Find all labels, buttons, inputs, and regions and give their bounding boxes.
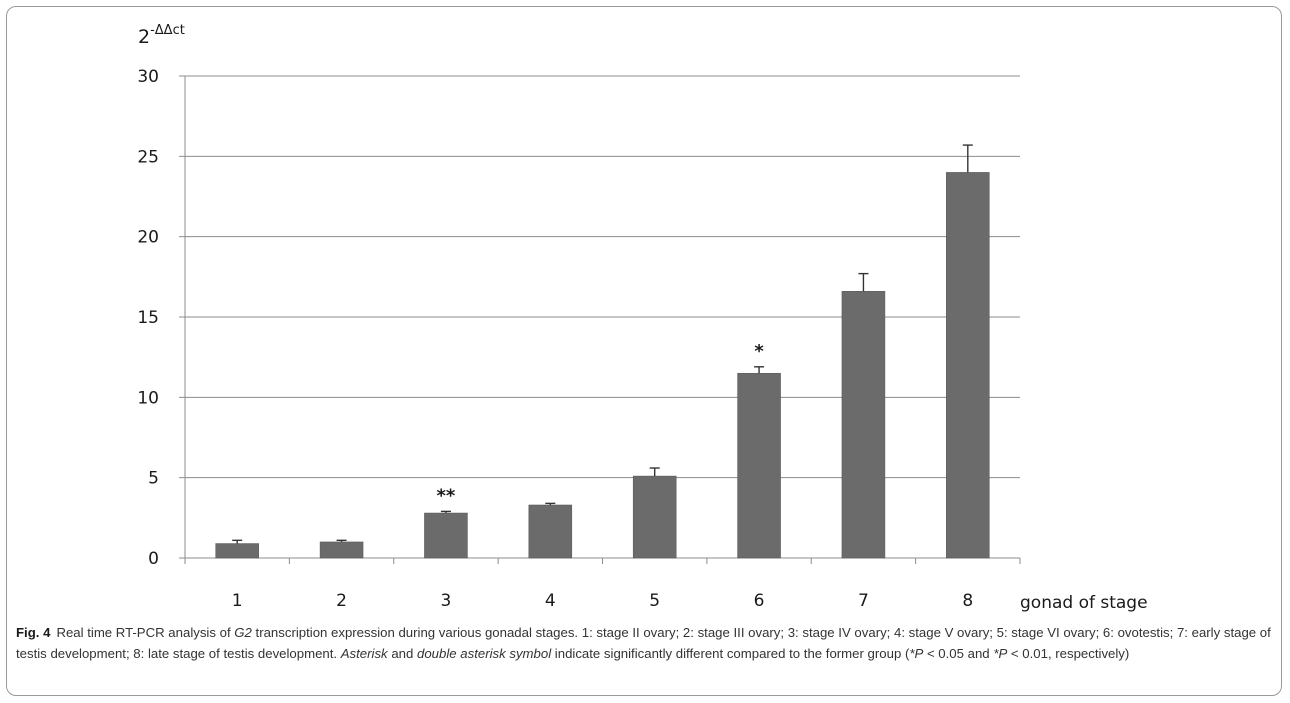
caption-p2: *P bbox=[993, 646, 1008, 661]
y-tick-label: 10 bbox=[137, 388, 159, 408]
caption-text-5: < 0.01, respectively) bbox=[1007, 646, 1130, 661]
labels: 0 5 10 15 20 25 30 1 2 3 ** 4 5 6 * 7 8 bbox=[137, 67, 973, 611]
x-tick-label: 7 bbox=[858, 591, 869, 611]
x-tick-label: 2 bbox=[336, 591, 347, 611]
figure-label: Fig. 4 bbox=[16, 625, 51, 640]
gridlines bbox=[185, 75, 1020, 479]
x-tick-label: 1 bbox=[232, 591, 243, 611]
bar bbox=[528, 504, 573, 559]
x-tick-label: 3 bbox=[441, 591, 452, 611]
x-tick-label: 8 bbox=[962, 591, 973, 611]
caption-text-2: transcription expression during various … bbox=[16, 625, 1271, 661]
x-axis-label: gonad of stage bbox=[1020, 593, 1148, 613]
y-tick-label: 30 bbox=[137, 67, 159, 87]
bar bbox=[319, 541, 364, 559]
y-tick-label: 0 bbox=[148, 549, 159, 569]
y-axis-label-base: 2 bbox=[138, 26, 150, 48]
figure-frame bbox=[6, 6, 1282, 696]
figure-caption: Fig. 4 Real time RT-PCR analysis of G2 tr… bbox=[16, 622, 1274, 664]
caption-asterisk: Asterisk bbox=[340, 646, 388, 661]
significance-annotation: ** bbox=[437, 485, 456, 506]
significance-annotation: * bbox=[754, 341, 764, 362]
caption-double-asterisk: double asterisk symbol bbox=[417, 646, 552, 661]
bar bbox=[632, 475, 677, 559]
y-tick-label: 25 bbox=[137, 147, 159, 167]
bar bbox=[841, 291, 886, 559]
caption-and: and bbox=[387, 646, 417, 661]
y-axis-label-exponent: -ΔΔct bbox=[150, 23, 185, 38]
x-tick-label: 5 bbox=[649, 591, 660, 611]
caption-text-4: < 0.05 and bbox=[923, 646, 994, 661]
bar bbox=[215, 543, 259, 559]
caption-gene: G2 bbox=[234, 625, 252, 640]
y-axis-label: 2-ΔΔct bbox=[138, 23, 185, 48]
bars bbox=[215, 144, 990, 559]
caption-text-3: indicate significantly different compare… bbox=[551, 646, 910, 661]
caption-text-1: Real time RT-PCR analysis of bbox=[56, 625, 235, 640]
caption-p1: *P bbox=[909, 646, 924, 661]
bar bbox=[946, 172, 990, 559]
x-tick-label: 6 bbox=[754, 591, 765, 611]
y-tick-label: 15 bbox=[137, 308, 159, 328]
bar bbox=[737, 372, 781, 559]
axes bbox=[179, 75, 1021, 564]
y-tick-label: 5 bbox=[148, 469, 159, 489]
bar bbox=[424, 512, 468, 559]
y-tick-label: 20 bbox=[137, 228, 159, 248]
x-tick-label: 4 bbox=[545, 591, 556, 611]
